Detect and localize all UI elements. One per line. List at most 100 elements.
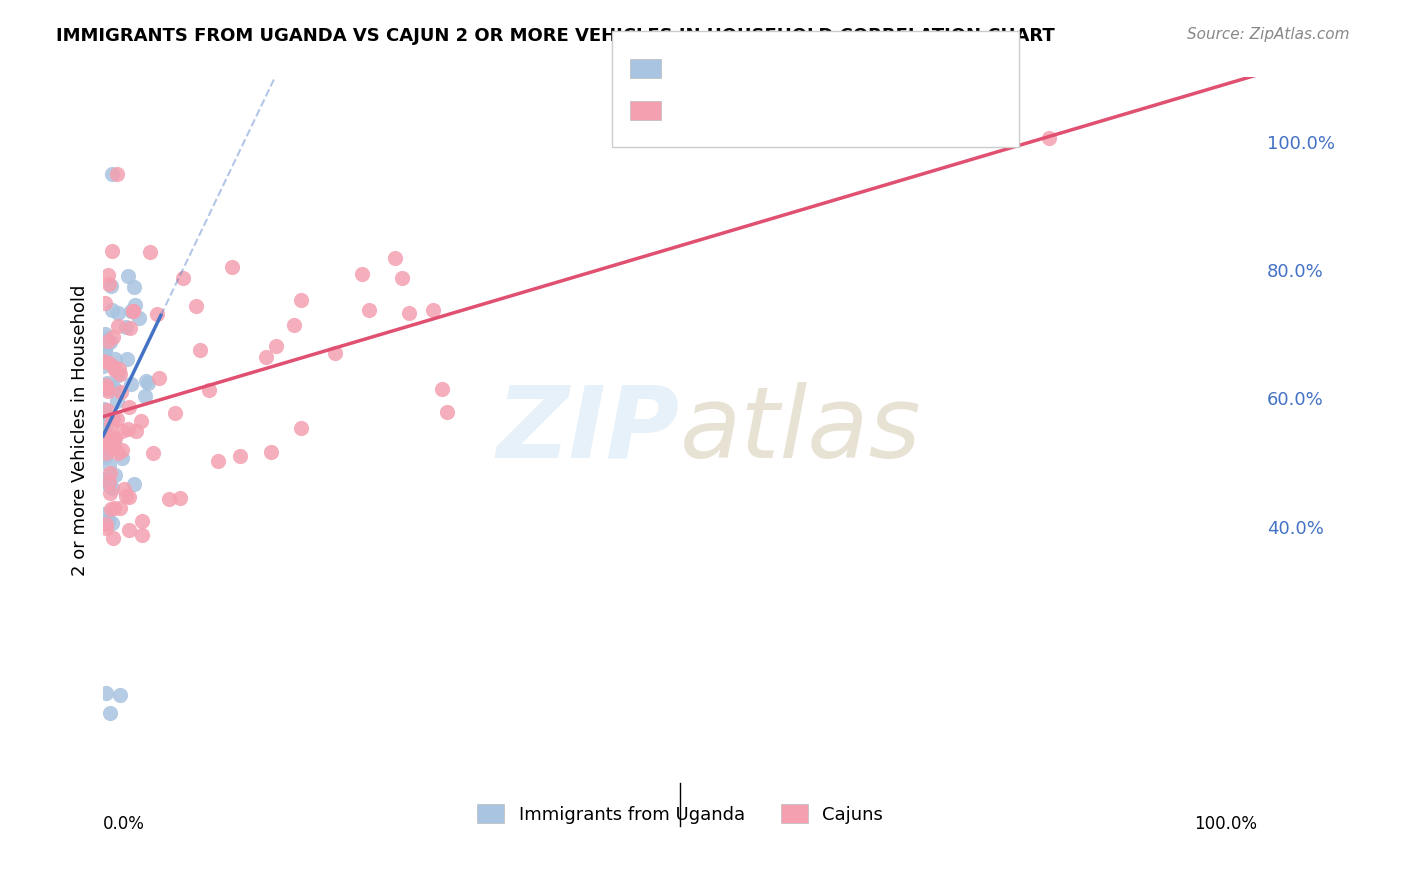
Point: [138, 244, 160, 259]
Point: [122, 279, 145, 293]
Point: [103, 432, 125, 446]
Point: [124, 298, 146, 312]
Point: [98, 277, 121, 291]
Point: [98, 706, 121, 720]
Point: [93, 443, 115, 458]
Point: [97, 412, 120, 426]
Point: [96, 402, 118, 417]
Point: [114, 482, 136, 496]
Point: [290, 293, 312, 307]
Point: [97, 513, 120, 527]
Point: [93, 353, 115, 368]
Point: [136, 376, 159, 391]
Point: [117, 269, 139, 284]
Point: [108, 689, 131, 703]
Point: [97, 435, 120, 450]
Point: [384, 251, 406, 265]
Point: [94, 516, 117, 531]
Point: [101, 411, 124, 425]
Point: [145, 307, 167, 321]
Point: [165, 406, 187, 420]
Point: [157, 491, 180, 506]
Point: [108, 367, 131, 381]
Point: [323, 346, 346, 360]
Text: 0.0%: 0.0%: [103, 815, 145, 833]
Point: [117, 422, 139, 436]
Point: [100, 482, 122, 496]
Point: [96, 516, 118, 531]
Point: [118, 321, 141, 335]
Point: [436, 405, 458, 419]
Point: [94, 326, 117, 341]
Text: N =: N =: [808, 58, 848, 76]
Point: [98, 475, 121, 489]
Text: atlas: atlas: [681, 382, 922, 479]
Point: [122, 477, 145, 491]
Legend: Immigrants from Uganda, Cajuns: Immigrants from Uganda, Cajuns: [470, 797, 890, 831]
Point: [229, 449, 252, 463]
Point: [107, 362, 129, 376]
Point: [96, 331, 118, 345]
Point: [101, 244, 124, 258]
Point: [184, 299, 207, 313]
Point: [172, 271, 194, 285]
Point: [98, 485, 121, 500]
Point: [103, 359, 125, 374]
Point: [110, 385, 132, 400]
Point: [96, 336, 118, 351]
Point: [96, 382, 118, 396]
Point: [94, 450, 117, 464]
Point: [207, 454, 229, 468]
Point: [103, 330, 125, 344]
Point: [260, 445, 283, 459]
Point: [107, 167, 129, 181]
Point: [96, 521, 118, 535]
Point: [98, 466, 121, 480]
Point: [104, 431, 127, 445]
Point: [104, 362, 127, 376]
Point: [97, 477, 120, 491]
Point: [118, 523, 141, 537]
Point: [100, 167, 122, 181]
Point: [107, 306, 129, 320]
Point: [103, 501, 125, 516]
Point: [115, 320, 138, 334]
Text: IMMIGRANTS FROM UGANDA VS CAJUN 2 OR MORE VEHICLES IN HOUSEHOLD CORRELATION CHAR: IMMIGRANTS FROM UGANDA VS CAJUN 2 OR MOR…: [56, 27, 1054, 45]
Point: [432, 382, 454, 396]
Text: 0.365: 0.365: [720, 100, 776, 118]
Point: [359, 303, 381, 318]
Point: [97, 458, 120, 473]
Point: [128, 310, 150, 325]
Point: [100, 381, 122, 395]
Point: [148, 370, 170, 384]
Point: [98, 356, 121, 370]
Text: R =: R =: [672, 100, 711, 118]
Point: [111, 450, 134, 465]
Point: [169, 491, 191, 505]
Point: [96, 430, 118, 444]
Text: 86: 86: [855, 100, 880, 118]
Point: [101, 303, 124, 318]
Point: [105, 412, 128, 426]
Point: [254, 351, 277, 365]
Point: [110, 442, 132, 457]
Point: [104, 467, 127, 482]
Point: [100, 502, 122, 516]
Point: [97, 384, 120, 398]
Point: [142, 446, 165, 460]
Point: [96, 436, 118, 450]
Point: [93, 377, 115, 392]
Point: [93, 401, 115, 416]
Point: [131, 528, 153, 542]
Point: [122, 303, 145, 318]
Point: [94, 417, 117, 432]
Text: N =: N =: [808, 100, 848, 118]
Text: 0.260: 0.260: [720, 58, 776, 76]
Text: ZIP: ZIP: [498, 382, 681, 479]
Point: [93, 472, 115, 486]
Point: [115, 352, 138, 367]
Point: [264, 339, 287, 353]
Point: [94, 473, 117, 487]
Point: [97, 268, 120, 282]
Point: [121, 304, 143, 318]
